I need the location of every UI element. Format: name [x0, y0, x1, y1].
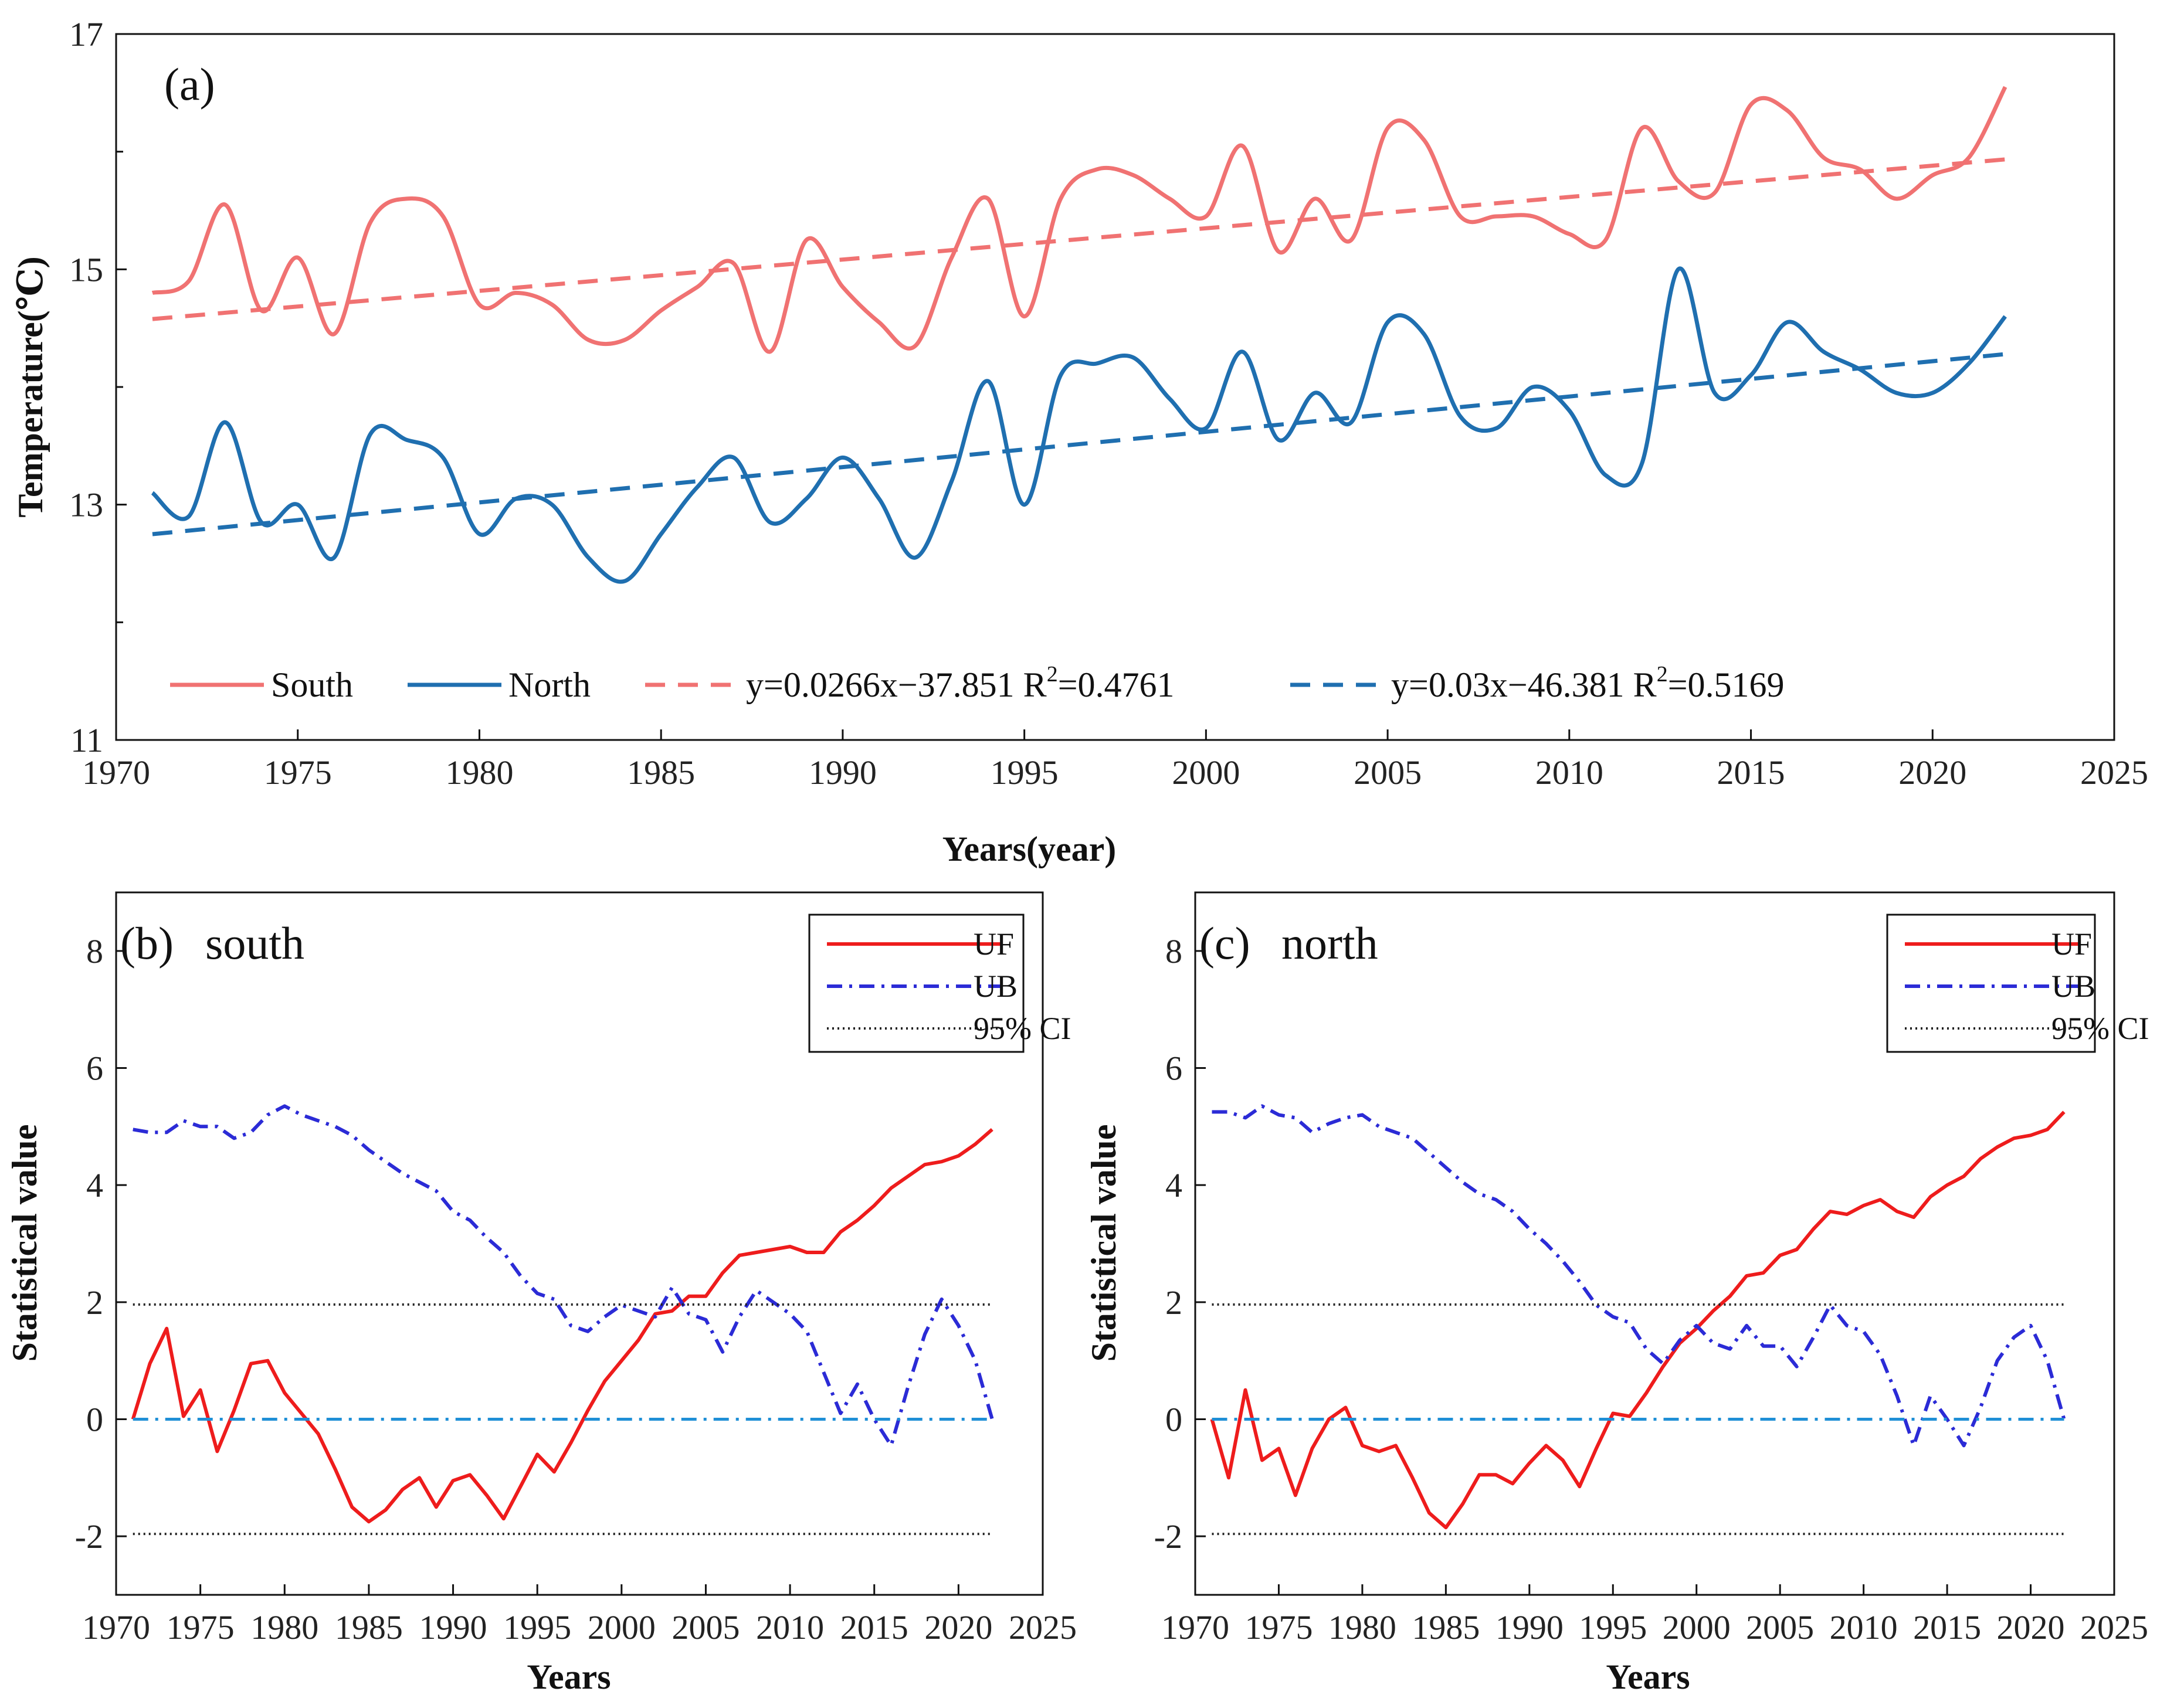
panel-a-xtick-label: 2005 [1354, 753, 1422, 792]
panel-c-ytick-label: 8 [1165, 932, 1182, 970]
panel-b-xtick-label: 1985 [335, 1608, 403, 1646]
panel-c-series-ub-line [1212, 1104, 2066, 1448]
panel-a-label: (a) [164, 59, 215, 110]
panel-a-ytick-label: 15 [69, 250, 103, 288]
legend-a-label: North [508, 665, 591, 704]
panel-c-xtick-label: 2015 [1913, 1608, 1981, 1646]
panel-c-ytick-label: 4 [1165, 1166, 1182, 1204]
panel-a-xtick-label: 2020 [1898, 753, 1966, 792]
panel-a-xtick-label: 1995 [991, 753, 1059, 792]
panel-b-ytick-label: 0 [86, 1401, 103, 1439]
legend-b-ub-label: UB [974, 969, 1018, 1004]
panel-b-xtick-label: 1990 [419, 1608, 487, 1646]
panel-b-xtick-label: 2010 [756, 1608, 824, 1646]
panel-b-xlabel: Years [527, 1658, 611, 1696]
panel-b-ytick-label: -2 [75, 1517, 103, 1556]
panel-b-ylabel: Statistical value [5, 1125, 44, 1362]
panel-b-legend-box [808, 914, 1025, 1053]
panel-c-xtick-label: 1975 [1244, 1608, 1313, 1646]
panel-c-xtick-label: 2025 [2080, 1608, 2148, 1646]
legend-a-label: y=0.0266x−37.851 R2=0.4761 [746, 662, 1175, 704]
panel-c-xtick-label: 2010 [1830, 1608, 1898, 1646]
panel-b-plot: 1970 1975 1980 1985 1990 1995 2000 2005 2010 2015… [75, 891, 1077, 1646]
panel-c-xtick-label: 1985 [1412, 1608, 1480, 1646]
legend-b-ci-label: 95% CI [974, 1011, 1071, 1046]
legend-c-ci-label: 95% CI [2051, 1011, 2149, 1046]
panel-c-xtick-label: 1970 [1161, 1608, 1229, 1646]
panel-b-ytick-label: 2 [86, 1283, 103, 1322]
panel-a-xtick-label: 1985 [627, 753, 695, 792]
panel-a-xtick-label: 1975 [264, 753, 332, 792]
panel-a-xlabel: Years(year) [942, 830, 1117, 868]
panel-c-xtick-label: 2005 [1746, 1608, 1814, 1646]
panel-a-plot: 1970 1975 1980 1985 1990 1995 2000 2005 2010 2015… [69, 15, 2148, 792]
legend-b-uf-label: UF [974, 926, 1014, 962]
panel-b-xtick-label: 2015 [840, 1608, 908, 1646]
panel-a-series-y-0-0266x-37-851-trend [152, 157, 2006, 321]
plot-layer: 1970 1975 1980 1985 1990 1995 2000 2005 2010 2015… [69, 15, 2148, 1646]
panel-b-xtick-label: 2025 [1009, 1608, 1077, 1646]
panel-b-series-uf-line [131, 1128, 993, 1524]
panel-a-series-south-line [151, 86, 2007, 354]
panel-b-xtick-label: 1975 [167, 1608, 235, 1646]
panel-b-ytick-label: 4 [86, 1166, 103, 1204]
panel-c-xtick-label: 2000 [1663, 1608, 1731, 1646]
panel-a-xtick-label: 2000 [1172, 753, 1240, 792]
panel-b-xtick-label: 2000 [588, 1608, 656, 1646]
legend-c-ub-label: UB [2051, 969, 2095, 1004]
panel-b-xtick-label: 1980 [250, 1608, 318, 1646]
panel-a-xtick-label: 1980 [445, 753, 513, 792]
legend-c-uf-label: UF [2051, 926, 2092, 962]
panel-c-xlabel: Years [1606, 1658, 1690, 1696]
legend-a-label: y=0.03x−46.381 R2=0.5169 [1391, 662, 1785, 704]
panel-c-ytick-label: -2 [1154, 1517, 1182, 1556]
panel-b-label: (b) [120, 918, 174, 969]
panel-a-ytick-label: 13 [69, 486, 103, 524]
panel-c-ytick-label: 6 [1165, 1050, 1182, 1088]
panel-b-xtick-label: 1970 [82, 1608, 150, 1646]
panel-b-xtick-label: 1995 [503, 1608, 571, 1646]
panel-c-label: (c) [1199, 918, 1250, 969]
panel-b-xtick-label: 2020 [924, 1608, 992, 1646]
panel-a-ylabel: Temperature(℃) [11, 256, 50, 517]
panel-b-xtick-label: 2005 [672, 1608, 740, 1646]
panel-c-ytick-label: 0 [1165, 1401, 1182, 1439]
panel-a-xtick-label: 2025 [2080, 753, 2148, 792]
panel-a-ytick-label: 11 [70, 721, 103, 759]
panel-c-ylabel: Statistical value [1084, 1125, 1123, 1362]
legend-a-label: South [271, 665, 353, 704]
panel-a-xtick-label: 1990 [809, 753, 877, 792]
panel-c-xtick-label: 1990 [1495, 1608, 1564, 1646]
panel-a-xtick-label: 1970 [82, 753, 150, 792]
panel-a-ytick-label: 17 [69, 15, 103, 53]
panel-c-title: north [1281, 918, 1378, 969]
panel-a-series-y-0-03x-46-381-trend [152, 352, 2006, 536]
panel-b-ytick-label: 8 [86, 932, 103, 970]
panel-b-series-ub-line [133, 1104, 994, 1448]
panel-b-title: south [205, 918, 304, 969]
panel-b-frame [115, 891, 1044, 1596]
panel-c-plot: 1970 1975 1980 1985 1990 1995 2000 2005 2010 2015… [1154, 891, 2148, 1646]
panel-b-ytick-label: 6 [86, 1050, 103, 1088]
panel-c-xtick-label: 2020 [1997, 1608, 2065, 1646]
panel-c-xtick-label: 1995 [1579, 1608, 1647, 1646]
panel-a-series-north-line [151, 266, 2007, 584]
panel-a-xtick-label: 2015 [1717, 753, 1785, 792]
panel-c-xtick-label: 1980 [1328, 1608, 1396, 1646]
panel-c-frame [1194, 891, 2115, 1596]
panel-c-series-uf-line [1210, 1111, 2066, 1530]
panel-a-xtick-label: 2010 [1535, 753, 1603, 792]
panel-c-ytick-label: 2 [1165, 1283, 1182, 1322]
